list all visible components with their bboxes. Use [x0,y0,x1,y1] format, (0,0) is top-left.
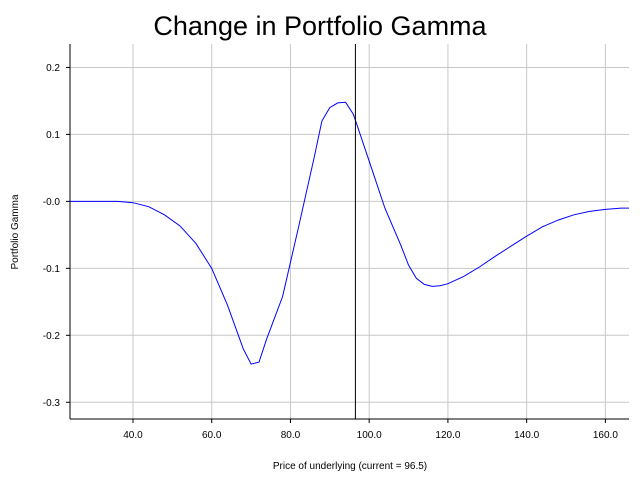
grid [70,44,629,419]
x-tick-label: 100.0 [357,430,382,441]
x-tick-label: 160.0 [593,430,618,441]
x-tick-label: 60.0 [202,430,222,441]
y-tick-label: -0.1 [43,264,61,275]
y-tick-label: -0.2 [43,331,61,342]
y-tick-label: 0.1 [46,130,60,141]
chart-title: Change in Portfolio Gamma [153,11,487,41]
tick-labels: 40.0 60.0 80.0 100.0 120.0 140.0 160.0 0.2 0.1 -0… [43,63,619,441]
y-tick-label: 0.2 [46,63,60,74]
y-tick-label: -0.3 [43,398,61,409]
series-layer [70,101,629,365]
x-axis-label: Price of underlying (current = 96.5) [273,461,427,472]
y-axis-label: Portfolio Gamma [10,194,21,269]
gamma-series-line [70,101,629,365]
x-tick-label: 140.0 [514,430,539,441]
x-tick-label: 40.0 [123,430,143,441]
x-tick-label: 80.0 [281,430,301,441]
y-tick-label: -0.0 [43,197,61,208]
axes [66,44,629,423]
x-tick-label: 120.0 [435,430,460,441]
